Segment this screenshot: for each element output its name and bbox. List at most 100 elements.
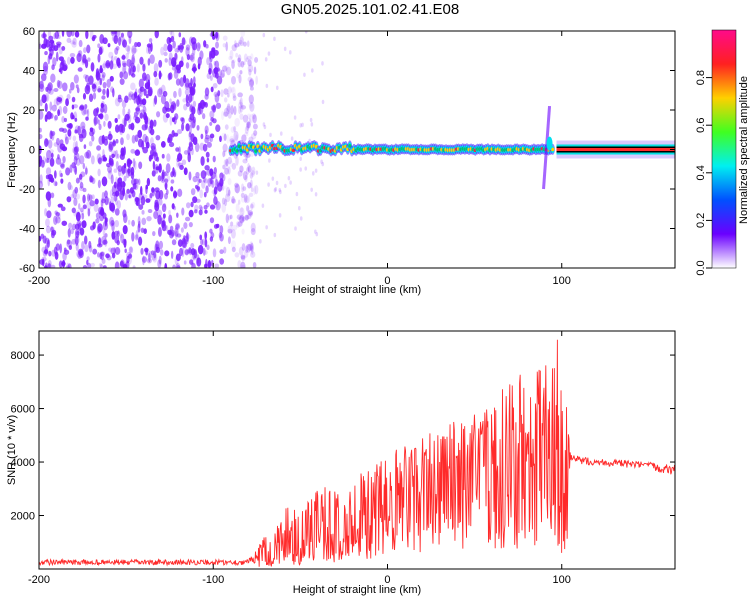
spectrogram-noise-blob (106, 163, 111, 168)
spectrogram-noise-blob (136, 63, 140, 73)
spectrogram-noise-blob (122, 264, 128, 268)
spectrogram-noise-blob (215, 223, 220, 229)
spectrogram-noise-blob (244, 193, 248, 203)
spectrogram-y-tick-label: -40 (19, 224, 35, 236)
spectrogram-noise-blob (212, 248, 217, 258)
spectrogram-noise-blob (44, 138, 49, 148)
spectrogram-noise-blob (194, 142, 200, 153)
spectrogram-noise-blob (192, 175, 198, 183)
colorbar-tick-label: 0.8 (695, 70, 707, 85)
spectrogram-faint-blob (275, 85, 279, 91)
spectrogram-noise-blob (116, 200, 121, 210)
spectrogram-noise-blob (71, 104, 75, 110)
spectrogram-noise-blob (103, 154, 106, 161)
spectrogram-noise-blob (101, 198, 107, 204)
spectrogram-noise-blob (211, 189, 217, 195)
spectrogram-noise-blob (231, 224, 238, 231)
spectrogram-noise-blob (42, 61, 49, 72)
spectrogram-faint-blob (321, 99, 325, 105)
spectrogram-noise-blob (78, 155, 85, 165)
spectrogram-noise-blob (109, 160, 114, 167)
spectrogram-noise-blob (141, 210, 145, 215)
spectrogram-noise-blob (222, 35, 228, 41)
spectrogram-noise-blob (209, 121, 213, 126)
spectrogram-noise-blob (150, 250, 155, 256)
spectrogram-faint-blob (314, 229, 317, 234)
spectrogram-noise-blob (66, 93, 71, 100)
spectrogram-noise-blob (227, 86, 233, 94)
spectrogram-noise-blob (139, 56, 144, 65)
spectrogram-noise-blob (221, 132, 227, 142)
spectrogram-noise-blob (82, 264, 88, 268)
spectrogram-faint-blob (310, 187, 313, 192)
spectrogram-noise-blob (84, 151, 90, 159)
spectrogram-noise-blob (192, 47, 196, 56)
spectrogram-noise-blob (124, 192, 129, 201)
spectrogram-noise-blob (205, 129, 208, 137)
spectrogram-noise-blob (119, 232, 123, 239)
spectrogram-noise-blob (230, 87, 235, 93)
spectrogram-noise-blob (252, 114, 257, 124)
spectrogram-noise-blob (114, 47, 119, 55)
spectrogram-noise-blob (226, 103, 231, 112)
spectrogram-noise-blob (227, 189, 231, 196)
spectrogram-noise-blob (240, 196, 246, 203)
spectrogram-noise-blob (208, 168, 212, 173)
spectrogram-noise-blob (181, 159, 187, 166)
spectrogram-noise-blob (70, 81, 75, 91)
spectrogram-noise-blob (97, 53, 101, 63)
spectrogram-noise-blob (124, 248, 127, 254)
colorbar-label: Normalized spectral amplitude (738, 76, 750, 224)
spectrogram-noise-blob (137, 129, 143, 139)
snr-ticks: -200 -100 0 100 2000 4000 6000 8000 (11, 331, 675, 586)
spectrogram-noise-blob (74, 117, 78, 122)
spectrogram-noise-blob (234, 117, 240, 127)
spectrogram-noise-blob (189, 54, 194, 61)
spectrogram-noise-blob (203, 204, 208, 210)
spectrogram-noise-blob (255, 75, 258, 85)
spectrogram-noise-blob (57, 80, 63, 89)
spectrogram-faint-blob (284, 183, 287, 189)
spectrogram-noise-blob (129, 59, 133, 69)
spectrogram-noise-blob (127, 159, 133, 165)
spectrogram-noise-blob (81, 212, 85, 220)
spectrogram-noise-blob (131, 93, 136, 101)
spectrogram-noise-blob (134, 88, 138, 98)
spectrogram-noise-blob (171, 130, 175, 138)
spectrogram-noise-blob (67, 263, 72, 268)
spectrogram-noise-blob (73, 156, 78, 166)
spectrogram-noise-blob (108, 143, 113, 153)
spectrogram-noise-blob (247, 76, 253, 83)
spectrogram-noise-blob (176, 160, 181, 168)
spectrogram-noise-blob (60, 172, 63, 178)
spectrogram-noise-blob (84, 104, 88, 109)
spectrogram-noise-blob (242, 171, 248, 181)
spectrogram-noise-blob (101, 134, 105, 145)
spectrogram-noise-blob (143, 76, 148, 81)
spectrogram-noise-blob (231, 44, 237, 52)
spectrogram-faint-blob (294, 226, 297, 231)
spectrogram-noise-blob (43, 249, 49, 255)
spectrogram-faint-blob (259, 239, 262, 244)
spectrogram-noise-blob (233, 105, 237, 116)
spectrogram-noise-blob (237, 57, 241, 63)
spectrogram-noise-blob (116, 153, 120, 159)
spectrogram-noise-blob (237, 54, 242, 63)
spectrogram-noise-blob (105, 62, 111, 67)
spectrogram-noise-blob (231, 246, 236, 253)
spectrogram-noise-blob (254, 184, 259, 195)
spectrogram-noise-blob (171, 239, 177, 246)
spectrogram-noise-blob (46, 149, 52, 160)
snr-frame (38, 330, 676, 570)
spectrogram-noise-blob (246, 214, 252, 220)
spectrogram-noise-blob (55, 51, 59, 62)
spectrogram-image (39, 31, 675, 268)
spectrogram-faint-blob (278, 213, 282, 218)
spectrogram-noise-blob (215, 124, 221, 132)
spectrogram-noise-blob (103, 120, 106, 127)
spectrogram-noise-blob (220, 89, 224, 98)
spectrogram-noise-blob (247, 205, 250, 215)
spectrogram-noise-blob (126, 133, 130, 141)
spectrogram-noise-blob (104, 113, 109, 121)
spectrogram-noise-blob (240, 254, 246, 260)
